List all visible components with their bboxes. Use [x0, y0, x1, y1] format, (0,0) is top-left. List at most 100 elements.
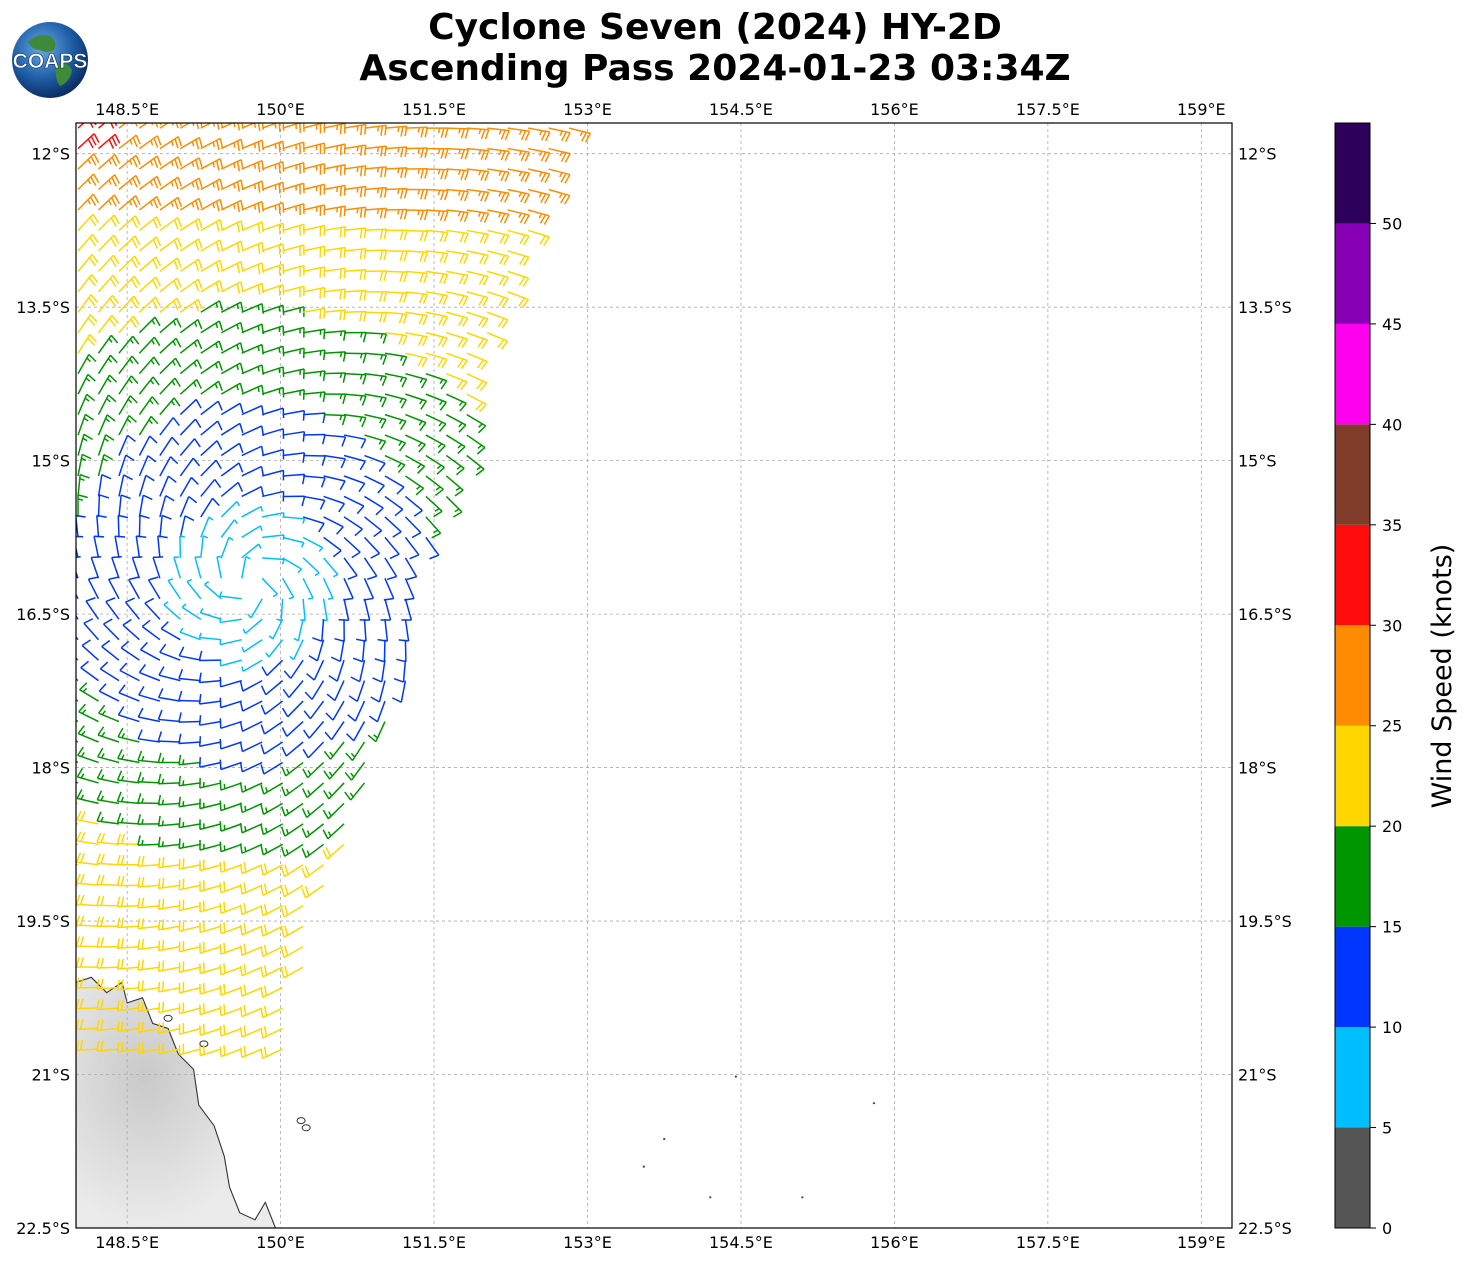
wind-barb [97, 294, 119, 313]
wind-barb [76, 863, 79, 866]
wind-barb [179, 157, 203, 170]
wind-barb [384, 270, 408, 282]
wind-barb [239, 843, 263, 854]
wind-barb [159, 495, 175, 518]
wind-barb [507, 270, 530, 288]
wind-barb [302, 761, 325, 779]
wind-barb [219, 697, 242, 709]
wind-barb [405, 311, 428, 326]
wind-barb [265, 639, 284, 658]
colorbar-bin-1 [1335, 1027, 1370, 1128]
wind-barb [466, 270, 489, 286]
wind-barb [76, 576, 79, 600]
wind-barb [344, 331, 367, 343]
wind-barb [97, 234, 120, 252]
wind-barb [116, 917, 140, 929]
wind-barb [364, 393, 387, 408]
wind-barb [97, 254, 120, 272]
wind-barb [343, 144, 367, 156]
wind-barb [260, 944, 283, 958]
wind-barb [157, 535, 168, 558]
wind-barb [261, 201, 285, 215]
wind-barb [77, 314, 98, 334]
wind-barb [282, 368, 305, 379]
wind-barb [446, 147, 470, 160]
wind-barb [446, 332, 469, 349]
wind-barb [179, 535, 185, 558]
wind-barb [323, 267, 347, 279]
wind-barb [179, 627, 202, 641]
wind-barb [179, 476, 199, 497]
wind-barb [97, 747, 120, 764]
wind-barb [220, 536, 234, 559]
island-1 [301, 1124, 311, 1132]
wind-barb [76, 831, 99, 846]
wind-barb [76, 894, 99, 907]
wind-barb [118, 315, 140, 334]
wind-barb [323, 434, 347, 447]
wind-barb [96, 999, 120, 1011]
wind-barb [486, 311, 509, 329]
wind-barb [507, 209, 530, 225]
wind-barb [302, 557, 320, 577]
wind-barb [302, 307, 326, 320]
wind-barb [425, 536, 440, 560]
wind-barb [343, 372, 367, 385]
wind-barb [326, 680, 345, 702]
wind-barb [118, 375, 139, 395]
wind-barb [240, 556, 251, 579]
wind-barb [261, 659, 284, 677]
wind-barb [302, 516, 325, 533]
lat-tick-right-2: 15°S [1238, 452, 1277, 471]
wind-barb [199, 608, 222, 620]
wind-barb [343, 393, 367, 406]
wind-barb [178, 817, 201, 829]
wind-barb [77, 153, 100, 170]
wind-barb [364, 291, 388, 302]
wind-barb [239, 984, 263, 997]
wind-barb [466, 413, 487, 434]
wind-barb [157, 857, 181, 869]
wind-barb [282, 306, 305, 317]
colorbar-bin-5 [1335, 625, 1370, 726]
wind-barb [241, 659, 263, 672]
wind-barb [101, 639, 120, 661]
wind-barb [219, 759, 242, 771]
wind-barb [179, 318, 203, 334]
wind-barb [507, 127, 531, 141]
wind-barb [302, 536, 324, 552]
wind-barb [119, 662, 140, 682]
wind-barb [391, 680, 407, 703]
wind-barb [322, 598, 328, 622]
wind-barb [487, 147, 510, 161]
colorbar-bin-4 [1335, 725, 1370, 827]
wind-barb [178, 899, 201, 912]
wind-barb [167, 578, 181, 600]
wind-barb [241, 200, 265, 214]
wind-barb [178, 668, 201, 682]
reef-2 [663, 1137, 666, 1141]
wind-barb [345, 741, 366, 761]
wind-barb [372, 660, 386, 683]
wind-barb [178, 838, 201, 850]
wind-barb [118, 335, 140, 354]
wind-barb [77, 274, 99, 293]
wind-barb [116, 938, 140, 950]
wind-barb [118, 395, 138, 415]
island-0 [296, 1117, 306, 1125]
wind-barb [261, 345, 285, 357]
wind-barb [118, 134, 141, 150]
wind-barb [364, 516, 383, 538]
wind-barb [90, 556, 102, 579]
wind-barb [405, 147, 429, 158]
wind-barb [157, 709, 181, 723]
wind-barb [118, 434, 136, 456]
wind-barb [76, 1027, 79, 1030]
wind-barb [138, 256, 162, 272]
wind-barb [116, 854, 140, 866]
wind-barb [138, 175, 162, 191]
wind-barb [261, 366, 285, 377]
wind-barb [425, 434, 446, 454]
wind-barb [179, 136, 203, 150]
wind-barb [138, 135, 162, 150]
